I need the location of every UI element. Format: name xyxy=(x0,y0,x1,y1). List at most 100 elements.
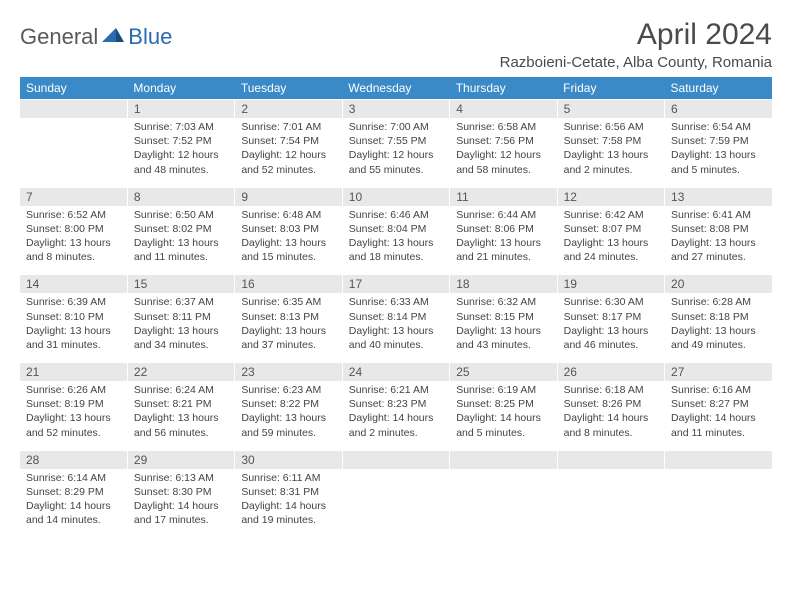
detail-row: Sunrise: 6:39 AMSunset: 8:10 PMDaylight:… xyxy=(20,293,772,362)
daylight-text: Daylight: 13 hours and 52 minutes. xyxy=(26,411,121,439)
sunrise-text: Sunrise: 6:42 AM xyxy=(564,208,658,222)
date-cell xyxy=(557,450,664,469)
detail-cell: Sunrise: 6:52 AMSunset: 8:00 PMDaylight:… xyxy=(20,206,127,275)
sunset-text: Sunset: 7:58 PM xyxy=(564,134,658,148)
sunrise-text: Sunrise: 7:03 AM xyxy=(134,120,228,134)
detail-row: Sunrise: 6:52 AMSunset: 8:00 PMDaylight:… xyxy=(20,206,772,275)
sunset-text: Sunset: 8:08 PM xyxy=(671,222,766,236)
date-cell: 13 xyxy=(665,187,772,206)
daylight-text: Daylight: 14 hours and 11 minutes. xyxy=(671,411,766,439)
date-cell: 18 xyxy=(450,275,557,294)
sunset-text: Sunset: 8:29 PM xyxy=(26,485,121,499)
sunrise-text: Sunrise: 6:26 AM xyxy=(26,383,121,397)
date-cell: 29 xyxy=(127,450,234,469)
sunrise-text: Sunrise: 6:24 AM xyxy=(134,383,228,397)
sunrise-text: Sunrise: 6:28 AM xyxy=(671,295,766,309)
date-row: 14151617181920 xyxy=(20,275,772,294)
daylight-text: Daylight: 13 hours and 49 minutes. xyxy=(671,324,766,352)
date-cell: 3 xyxy=(342,100,449,119)
date-cell: 11 xyxy=(450,187,557,206)
date-cell: 12 xyxy=(557,187,664,206)
date-cell: 30 xyxy=(235,450,342,469)
day-of-week-row: SundayMondayTuesdayWednesdayThursdayFrid… xyxy=(20,77,772,100)
detail-cell: Sunrise: 6:54 AMSunset: 7:59 PMDaylight:… xyxy=(665,118,772,187)
date-cell xyxy=(665,450,772,469)
sunrise-text: Sunrise: 6:13 AM xyxy=(134,471,228,485)
detail-cell: Sunrise: 6:56 AMSunset: 7:58 PMDaylight:… xyxy=(557,118,664,187)
daylight-text: Daylight: 14 hours and 17 minutes. xyxy=(134,499,228,527)
date-cell: 14 xyxy=(20,275,127,294)
month-title: April 2024 xyxy=(500,18,772,52)
date-cell: 8 xyxy=(127,187,234,206)
date-cell: 24 xyxy=(342,363,449,382)
sunset-text: Sunset: 8:19 PM xyxy=(26,397,121,411)
sunrise-text: Sunrise: 6:32 AM xyxy=(456,295,550,309)
sunrise-text: Sunrise: 7:01 AM xyxy=(241,120,335,134)
daylight-text: Daylight: 12 hours and 58 minutes. xyxy=(456,148,550,176)
logo-text-blue: Blue xyxy=(128,24,172,50)
sunrise-text: Sunrise: 6:23 AM xyxy=(241,383,335,397)
sunset-text: Sunset: 8:15 PM xyxy=(456,310,550,324)
date-cell: 25 xyxy=(450,363,557,382)
daylight-text: Daylight: 13 hours and 2 minutes. xyxy=(564,148,658,176)
sunset-text: Sunset: 8:26 PM xyxy=(564,397,658,411)
sunset-text: Sunset: 8:14 PM xyxy=(349,310,443,324)
calendar-table: SundayMondayTuesdayWednesdayThursdayFrid… xyxy=(20,77,772,537)
sunset-text: Sunset: 7:56 PM xyxy=(456,134,550,148)
date-cell: 5 xyxy=(557,100,664,119)
detail-cell: Sunrise: 7:00 AMSunset: 7:55 PMDaylight:… xyxy=(342,118,449,187)
date-cell: 26 xyxy=(557,363,664,382)
sunrise-text: Sunrise: 6:30 AM xyxy=(564,295,658,309)
detail-row: Sunrise: 6:26 AMSunset: 8:19 PMDaylight:… xyxy=(20,381,772,450)
date-row: 21222324252627 xyxy=(20,363,772,382)
sunset-text: Sunset: 8:00 PM xyxy=(26,222,121,236)
day-of-week-header: Thursday xyxy=(450,77,557,100)
detail-cell: Sunrise: 6:32 AMSunset: 8:15 PMDaylight:… xyxy=(450,293,557,362)
detail-cell: Sunrise: 6:13 AMSunset: 8:30 PMDaylight:… xyxy=(127,469,234,538)
detail-cell xyxy=(20,118,127,187)
detail-cell: Sunrise: 7:01 AMSunset: 7:54 PMDaylight:… xyxy=(235,118,342,187)
detail-cell: Sunrise: 6:14 AMSunset: 8:29 PMDaylight:… xyxy=(20,469,127,538)
sunrise-text: Sunrise: 6:35 AM xyxy=(241,295,335,309)
location: Razboieni-Cetate, Alba County, Romania xyxy=(500,54,772,71)
sunrise-text: Sunrise: 6:37 AM xyxy=(134,295,228,309)
detail-cell: Sunrise: 6:46 AMSunset: 8:04 PMDaylight:… xyxy=(342,206,449,275)
sunset-text: Sunset: 8:11 PM xyxy=(134,310,228,324)
daylight-text: Daylight: 13 hours and 56 minutes. xyxy=(134,411,228,439)
date-cell: 4 xyxy=(450,100,557,119)
daylight-text: Daylight: 13 hours and 46 minutes. xyxy=(564,324,658,352)
date-cell: 20 xyxy=(665,275,772,294)
sunset-text: Sunset: 8:22 PM xyxy=(241,397,335,411)
logo: General Blue xyxy=(20,24,172,50)
daylight-text: Daylight: 12 hours and 52 minutes. xyxy=(241,148,335,176)
sunset-text: Sunset: 8:02 PM xyxy=(134,222,228,236)
sunset-text: Sunset: 8:04 PM xyxy=(349,222,443,236)
sunrise-text: Sunrise: 6:21 AM xyxy=(349,383,443,397)
detail-row: Sunrise: 7:03 AMSunset: 7:52 PMDaylight:… xyxy=(20,118,772,187)
sunrise-text: Sunrise: 6:33 AM xyxy=(349,295,443,309)
date-cell: 16 xyxy=(235,275,342,294)
detail-cell: Sunrise: 6:19 AMSunset: 8:25 PMDaylight:… xyxy=(450,381,557,450)
daylight-text: Daylight: 14 hours and 14 minutes. xyxy=(26,499,121,527)
date-cell: 15 xyxy=(127,275,234,294)
detail-cell: Sunrise: 6:35 AMSunset: 8:13 PMDaylight:… xyxy=(235,293,342,362)
sunrise-text: Sunrise: 6:56 AM xyxy=(564,120,658,134)
detail-cell: Sunrise: 6:41 AMSunset: 8:08 PMDaylight:… xyxy=(665,206,772,275)
date-cell xyxy=(450,450,557,469)
daylight-text: Daylight: 13 hours and 8 minutes. xyxy=(26,236,121,264)
detail-cell: Sunrise: 6:16 AMSunset: 8:27 PMDaylight:… xyxy=(665,381,772,450)
daylight-text: Daylight: 13 hours and 37 minutes. xyxy=(241,324,335,352)
sunrise-text: Sunrise: 6:52 AM xyxy=(26,208,121,222)
sunset-text: Sunset: 7:59 PM xyxy=(671,134,766,148)
date-cell: 21 xyxy=(20,363,127,382)
date-cell: 19 xyxy=(557,275,664,294)
daylight-text: Daylight: 14 hours and 8 minutes. xyxy=(564,411,658,439)
date-cell: 23 xyxy=(235,363,342,382)
detail-cell: Sunrise: 6:42 AMSunset: 8:07 PMDaylight:… xyxy=(557,206,664,275)
detail-cell: Sunrise: 6:24 AMSunset: 8:21 PMDaylight:… xyxy=(127,381,234,450)
daylight-text: Daylight: 13 hours and 15 minutes. xyxy=(241,236,335,264)
detail-cell: Sunrise: 6:21 AMSunset: 8:23 PMDaylight:… xyxy=(342,381,449,450)
day-of-week-header: Friday xyxy=(557,77,664,100)
detail-cell: Sunrise: 7:03 AMSunset: 7:52 PMDaylight:… xyxy=(127,118,234,187)
detail-cell: Sunrise: 6:58 AMSunset: 7:56 PMDaylight:… xyxy=(450,118,557,187)
